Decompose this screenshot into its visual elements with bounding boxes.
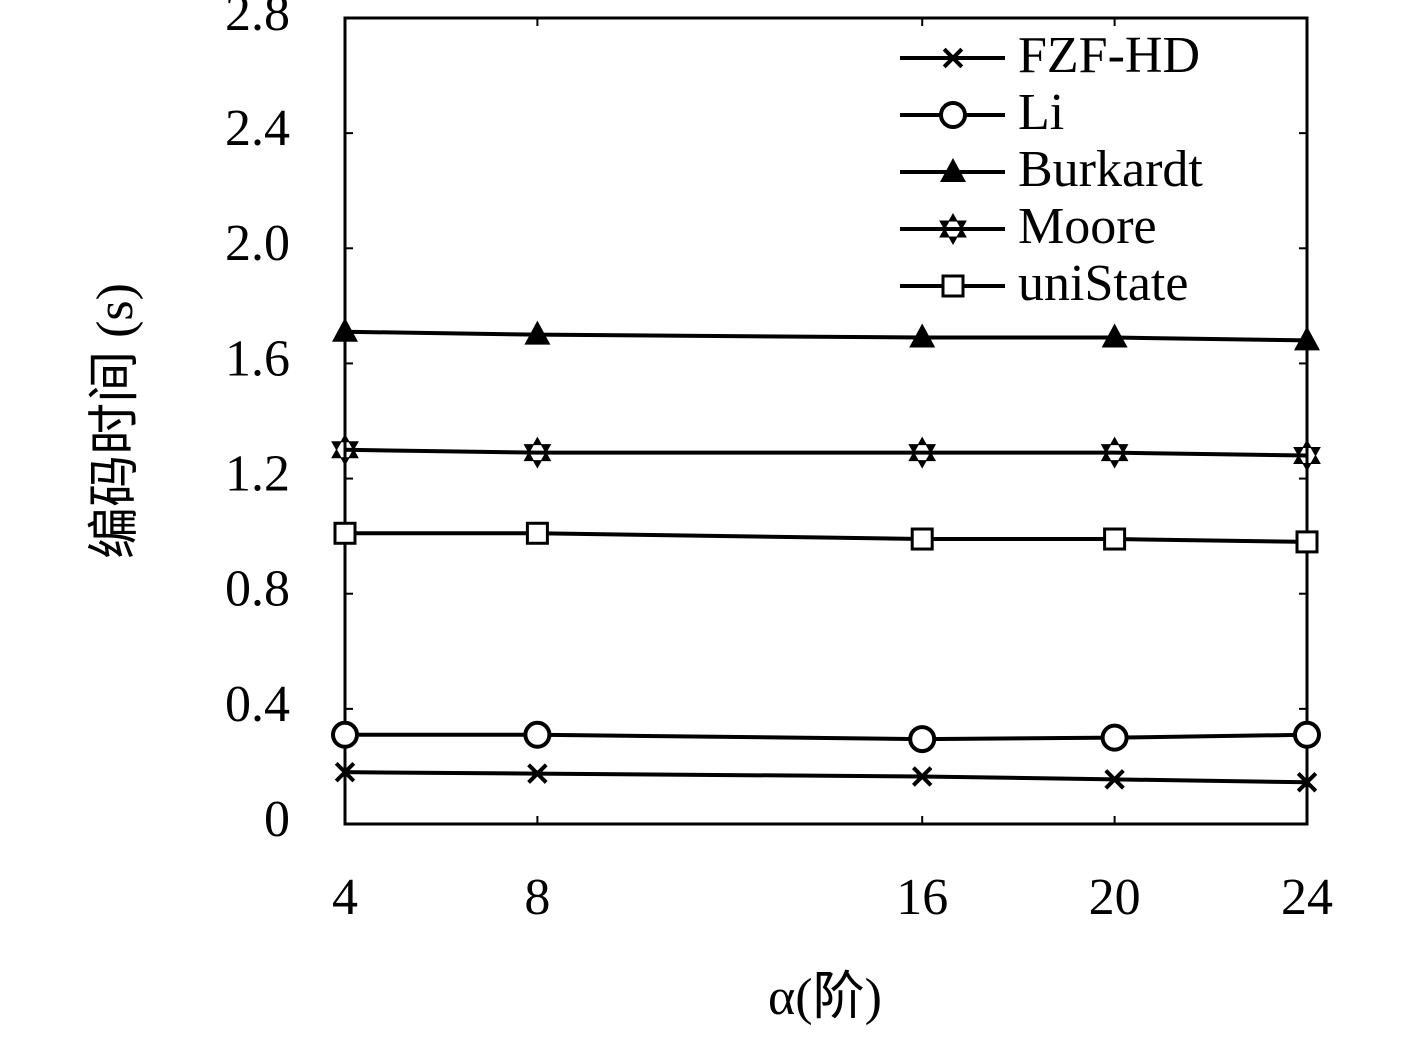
legend-label: Li [1018,84,1064,141]
legend-marker [941,274,965,298]
series-line [344,770,1308,785]
marker [331,720,359,749]
marker [1100,723,1129,752]
legend-label: Burkardt [1018,141,1203,198]
marker [334,761,356,783]
marker [523,436,552,469]
marker [1296,772,1318,793]
x-tick-label: 4 [332,869,358,926]
marker [523,720,552,749]
y-tick-label: 1.2 [225,446,290,503]
legend-marker [939,212,967,246]
marker [1104,769,1125,790]
legend-label: uniState [1018,255,1188,312]
marker [332,317,358,342]
marker [908,436,937,469]
marker [1293,439,1321,472]
marker [1103,527,1127,551]
x-tick-label: 20 [1089,869,1141,926]
marker [1101,323,1128,348]
x-tick-label: 8 [524,869,550,926]
y-tick-label: 0.8 [225,561,290,618]
y-axis-label: 编码时间 (s) [87,283,144,559]
marker [1293,720,1321,749]
series-line [345,732,1308,742]
y-tick-label: 1.6 [225,330,290,387]
marker [910,527,934,551]
plot-frame [343,16,1309,826]
marker [908,725,937,754]
series-line [344,329,1308,343]
series-line [344,447,1308,458]
marker [527,763,548,784]
x-tick-label: 24 [1281,869,1333,926]
legend-marker [939,101,967,129]
y-tick-label: 2.4 [225,100,290,157]
marker [525,521,549,545]
series-line [345,531,1308,544]
x-tick-label: 16 [896,869,948,926]
marker [1100,436,1129,469]
legend-label: FZF-HD [1018,27,1200,84]
legend-marker [940,158,966,182]
x-axis-label: α(阶) [768,969,882,1026]
y-tick-label: 2.0 [225,215,290,272]
marker [331,433,359,466]
legend-marker [942,47,964,69]
marker [911,766,933,787]
y-tick-label: 0 [264,791,290,848]
marker [1294,326,1320,351]
marker [1295,530,1319,554]
marker [333,521,357,545]
y-tick-label: 2.8 [225,0,290,42]
y-tick-label: 0.4 [225,676,290,733]
marker [524,320,551,345]
legend-label: Moore [1018,198,1157,255]
marker [909,323,936,348]
